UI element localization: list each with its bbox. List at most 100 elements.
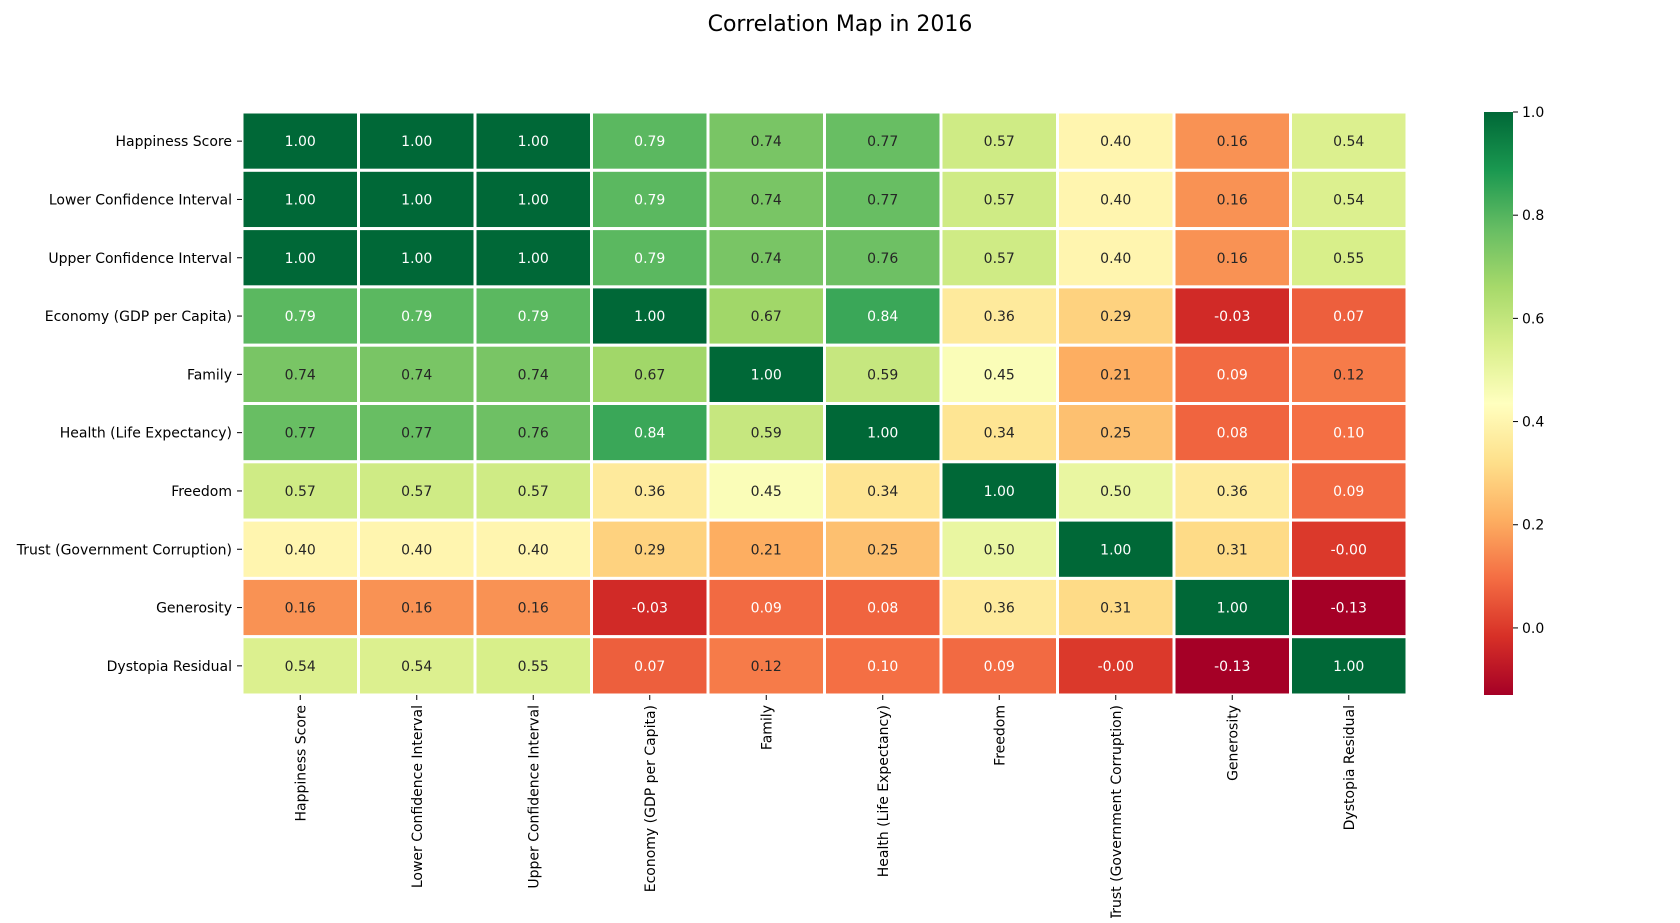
heatmap-cell-6-5 <box>823 460 943 522</box>
cell-value-7-0: 0.40 <box>285 542 316 558</box>
heatmap-cell-7-3 <box>590 518 710 580</box>
cell-value-8-2: 0.16 <box>518 601 549 617</box>
cell-value-6-3: 0.36 <box>634 484 665 500</box>
cell-value-8-8: 1.00 <box>1217 601 1248 617</box>
cell-value-4-5: 0.59 <box>867 367 898 383</box>
heatmap-cell-0-9 <box>1289 110 1409 172</box>
heatmap-cell-5-0 <box>240 402 360 464</box>
heatmap-cell-4-1 <box>357 343 477 406</box>
cell-value-0-3: 0.79 <box>634 134 665 150</box>
heatmap-cell-5-3 <box>590 402 710 464</box>
heatmap-cell-4-7 <box>1056 343 1176 406</box>
cell-value-5-6: 0.34 <box>984 426 1015 442</box>
cell-value-3-7: 0.29 <box>1100 309 1131 325</box>
heatmap-cell-7-4 <box>706 518 826 580</box>
heatmap-cell-4-4 <box>706 343 826 406</box>
heatmap-cell-2-8 <box>1172 227 1292 289</box>
cell-value-4-8: 0.09 <box>1217 367 1248 383</box>
y-label-family: Family <box>187 367 232 383</box>
cell-value-9-0: 0.54 <box>285 659 316 675</box>
cell-value-6-1: 0.57 <box>401 484 432 500</box>
cell-value-1-6: 0.57 <box>984 192 1015 208</box>
heatmap-cell-1-6 <box>939 168 1059 231</box>
heatmap-cell-9-5 <box>823 635 943 697</box>
cell-value-7-2: 0.40 <box>518 542 549 558</box>
cell-value-9-7: -0.00 <box>1098 659 1134 675</box>
cell-value-8-4: 0.09 <box>751 601 782 617</box>
cell-value-3-4: 0.67 <box>751 309 782 325</box>
cell-value-8-0: 0.16 <box>285 601 316 617</box>
cell-value-6-4: 0.45 <box>751 484 782 500</box>
cell-value-3-5: 0.84 <box>867 309 898 325</box>
y-label-health-life-expectancy: Health (Life Expectancy) <box>60 426 232 442</box>
heatmap-cell-7-7 <box>1056 518 1176 580</box>
cell-value-1-2: 1.00 <box>518 192 549 208</box>
heatmap-cell-9-8 <box>1172 635 1292 697</box>
cell-value-4-1: 0.74 <box>401 367 432 383</box>
heatmap-cell-0-5 <box>823 110 943 172</box>
cell-value-2-0: 1.00 <box>285 251 316 267</box>
cell-value-3-6: 0.36 <box>984 309 1015 325</box>
cell-value-3-9: 0.07 <box>1333 309 1364 325</box>
cell-value-2-1: 1.00 <box>401 251 432 267</box>
cell-value-0-2: 1.00 <box>518 134 549 150</box>
cell-value-3-8: -0.03 <box>1214 309 1250 325</box>
heatmap-cell-6-9 <box>1289 460 1409 522</box>
colorbar-tick-label: 0.4 <box>1522 415 1544 431</box>
y-axis-labels: Happiness Score Lower Confidence Interval… <box>16 134 242 675</box>
cell-value-1-4: 0.74 <box>751 192 782 208</box>
cell-value-5-9: 0.10 <box>1333 426 1364 442</box>
heatmap-cell-9-9 <box>1289 635 1409 697</box>
heatmap-cell-9-4 <box>706 635 826 697</box>
y-label-economy-gdp-per-capita: Economy (GDP per Capita) <box>45 309 232 325</box>
heatmap-cell-3-6 <box>939 285 1059 347</box>
x-label-health-life-expectancy: Health (Life Expectancy) <box>876 705 892 877</box>
cell-value-2-3: 0.79 <box>634 251 665 267</box>
heatmap-cell-5-4 <box>706 402 826 464</box>
cell-value-4-3: 0.67 <box>634 367 665 383</box>
heatmap-cell-7-6 <box>939 518 1059 580</box>
cell-value-1-5: 0.77 <box>867 192 898 208</box>
heatmap-cell-7-9 <box>1289 518 1409 580</box>
heatmap-cell-7-8 <box>1172 518 1292 580</box>
cell-value-7-9: -0.00 <box>1331 542 1367 558</box>
y-label-trust-government-corruption: Trust (Government Corruption) <box>16 542 232 558</box>
cell-value-5-4: 0.59 <box>751 426 782 442</box>
heatmap-cell-2-2 <box>473 227 593 289</box>
colorbar-gradient <box>1484 112 1513 695</box>
cell-value-1-9: 0.54 <box>1333 192 1364 208</box>
y-label-dystopia-residual: Dystopia Residual <box>107 659 232 675</box>
heatmap-cell-8-6 <box>939 576 1059 639</box>
cell-value-4-9: 0.12 <box>1333 367 1364 383</box>
heatmap-cell-7-1 <box>357 518 477 580</box>
cell-value-8-3: -0.03 <box>632 601 668 617</box>
cell-value-4-6: 0.45 <box>984 367 1015 383</box>
cell-value-6-0: 0.57 <box>285 484 316 500</box>
heatmap-cell-8-4 <box>706 576 826 639</box>
cell-value-6-6: 1.00 <box>984 484 1015 500</box>
cell-value-1-3: 0.79 <box>634 192 665 208</box>
heatmap-cell-5-5 <box>823 402 943 464</box>
cell-value-7-6: 0.50 <box>984 542 1015 558</box>
heatmap-cell-1-1 <box>357 168 477 231</box>
cell-value-7-1: 0.40 <box>401 542 432 558</box>
cell-value-1-1: 1.00 <box>401 192 432 208</box>
cell-value-5-7: 0.25 <box>1100 426 1131 442</box>
cell-value-6-9: 0.09 <box>1333 484 1364 500</box>
heatmap-cells <box>240 110 1409 697</box>
cell-value-0-4: 0.74 <box>751 134 782 150</box>
heatmap-cell-9-7 <box>1056 635 1176 697</box>
cell-value-8-6: 0.36 <box>984 601 1015 617</box>
heatmap-cell-4-9 <box>1289 343 1409 406</box>
cell-value-3-2: 0.79 <box>518 309 549 325</box>
cell-value-9-3: 0.07 <box>634 659 665 675</box>
cell-value-2-9: 0.55 <box>1333 251 1364 267</box>
cell-value-5-3: 0.84 <box>634 426 665 442</box>
colorbar-tick-label: 0.0 <box>1522 621 1544 637</box>
cell-value-6-8: 0.36 <box>1217 484 1248 500</box>
x-label-generosity: Generosity <box>1225 705 1241 781</box>
cell-value-6-7: 0.50 <box>1100 484 1131 500</box>
y-label-happiness-score: Happiness Score <box>115 134 232 150</box>
cell-value-9-9: 1.00 <box>1333 659 1364 675</box>
